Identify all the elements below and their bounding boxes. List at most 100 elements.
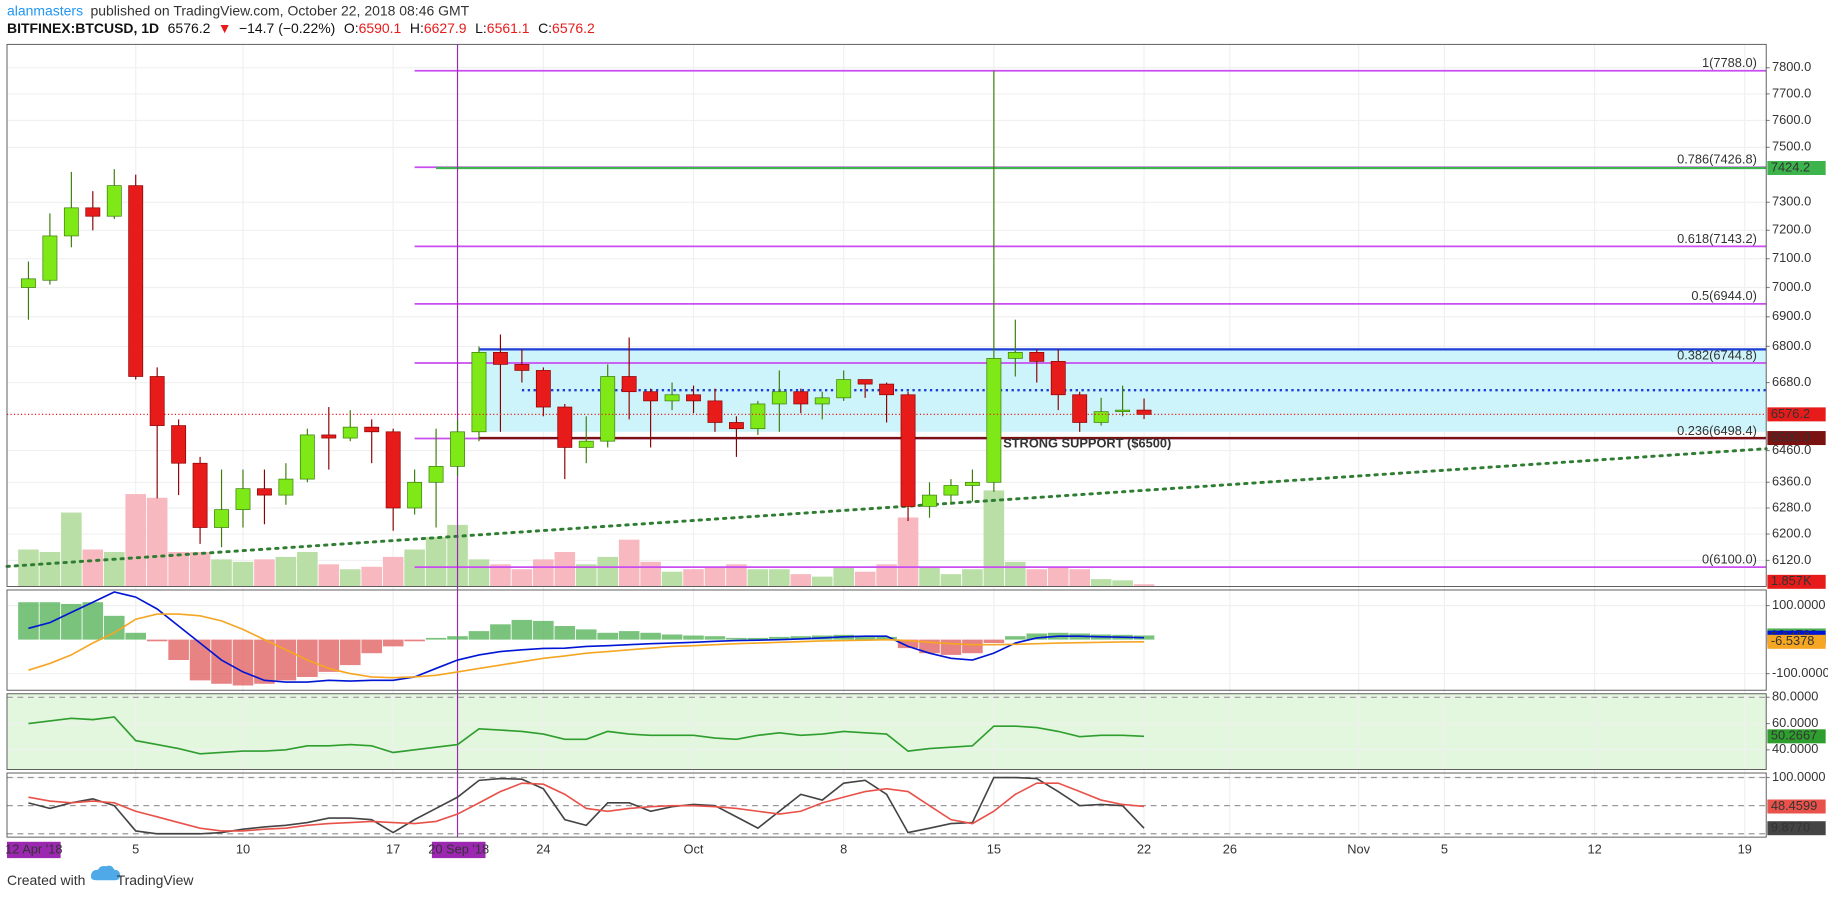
volume-bar <box>61 512 82 587</box>
candle-body <box>621 376 637 393</box>
indicator-bar <box>747 637 769 640</box>
volume-bar <box>297 551 318 587</box>
candle-body <box>836 379 852 399</box>
volume-bar <box>382 556 404 587</box>
indicator-bar <box>661 634 683 640</box>
indicator-bar <box>876 636 897 640</box>
indicator-bar <box>554 626 576 640</box>
pane-frame <box>6 772 1767 838</box>
volume-bar <box>790 574 812 587</box>
volume-bar <box>103 551 125 587</box>
indicator-bar <box>361 639 383 654</box>
l-label: L: <box>475 20 487 36</box>
author[interactable]: alanmasters <box>7 2 83 18</box>
candle-body <box>1093 411 1109 423</box>
volume-bar <box>533 559 554 587</box>
volume-bar <box>704 566 726 587</box>
candle-body <box>900 394 916 507</box>
indicator-bar <box>640 632 661 640</box>
volume-bar <box>597 556 619 587</box>
indicator-bar <box>168 639 189 660</box>
candle-body <box>514 364 530 371</box>
y-tick-label: 6200.0 <box>1772 525 1811 540</box>
candle-body <box>85 207 101 217</box>
pane-frame <box>6 43 1767 587</box>
cursor-bubble-label: 12 Apr '18 <box>5 841 62 856</box>
candle-body <box>299 434 315 480</box>
y-tick-label: 80.0000 <box>1772 689 1818 704</box>
fib-label: 0.618(7143.2) <box>1677 231 1757 246</box>
candle-body <box>922 494 937 507</box>
series-last-label: 50.2667 <box>1771 728 1817 743</box>
volume-bar <box>18 549 39 587</box>
indicator-bar <box>275 639 297 681</box>
fib-label: 1(7788.0) <box>1702 55 1757 70</box>
indicator-bar <box>318 639 340 672</box>
volume-bar <box>1005 561 1026 587</box>
indicator-bar <box>189 639 211 681</box>
volume-bar <box>661 571 683 587</box>
x-tick-label: 10 <box>236 841 250 856</box>
indicator-bar <box>683 635 704 640</box>
candle-body <box>1072 394 1088 423</box>
c-value: 6576.2 <box>552 20 595 36</box>
volume-bar <box>940 574 962 587</box>
indicator-bar <box>103 615 125 640</box>
x-tick-label: Oct <box>684 841 704 856</box>
indicator-bar <box>404 639 425 642</box>
series-last-label-box <box>1767 729 1826 744</box>
volume-bar <box>318 564 340 587</box>
indicator-bar <box>61 603 82 640</box>
line-price-label-box <box>1767 431 1826 446</box>
published: published on TradingView.com, October 22… <box>90 2 469 18</box>
c-label: C: <box>538 20 552 36</box>
x-tick-label: 24 <box>536 841 550 856</box>
volume-bar <box>339 569 361 587</box>
fib-label: 0.236(6498.4) <box>1677 423 1757 438</box>
candle-body <box>493 352 508 365</box>
indicator-bar <box>897 639 919 649</box>
candle-body <box>986 358 1002 483</box>
volume-label-box <box>1767 574 1826 589</box>
h-label: H: <box>410 20 424 36</box>
fib-label: 0.5(6944.0) <box>1691 288 1757 303</box>
x-tick-label: 19 <box>1738 841 1752 856</box>
candle-body <box>214 509 229 528</box>
price: 6576.2 <box>168 20 211 36</box>
candle-body <box>235 488 251 510</box>
y-tick-label: 6280.0 <box>1772 499 1811 514</box>
o-value: 6590.1 <box>359 20 402 36</box>
candle-body <box>1115 409 1131 413</box>
indicator-bar <box>854 635 876 640</box>
candle-body <box>278 478 294 496</box>
indicator-bar <box>18 602 39 640</box>
candle-body <box>342 426 358 439</box>
volume-bar <box>125 494 147 587</box>
series-last-label: -6.5378 <box>1771 633 1814 648</box>
volume-bar <box>189 551 211 587</box>
footer-created: Created with <box>7 872 85 888</box>
rsi-band <box>6 693 1767 770</box>
indicator-bar <box>790 636 812 640</box>
indicator-bar <box>211 639 232 684</box>
volume-bar <box>554 551 576 587</box>
volume-bar <box>254 559 275 587</box>
candle-body <box>771 391 787 405</box>
indicator-bar <box>704 636 726 640</box>
indicator-bar <box>82 602 104 640</box>
candle-body <box>686 394 701 402</box>
candle-body <box>814 397 830 405</box>
y-tick-label: 100.0000 <box>1772 597 1825 612</box>
indicator-bar <box>618 631 640 640</box>
footer-brand[interactable]: TradingView <box>117 872 195 888</box>
indicator-bar <box>297 639 318 677</box>
header-line-1: alanmasters published on TradingView.com… <box>7 2 470 18</box>
y-tick-label: 40.0000 <box>1772 741 1818 756</box>
candle-body <box>171 425 187 464</box>
candle-body <box>728 422 744 430</box>
volume-bar <box>1133 584 1155 587</box>
y-tick-label: 6800.0 <box>1772 338 1811 353</box>
candle-body <box>21 278 36 288</box>
candle-body <box>1050 361 1066 396</box>
